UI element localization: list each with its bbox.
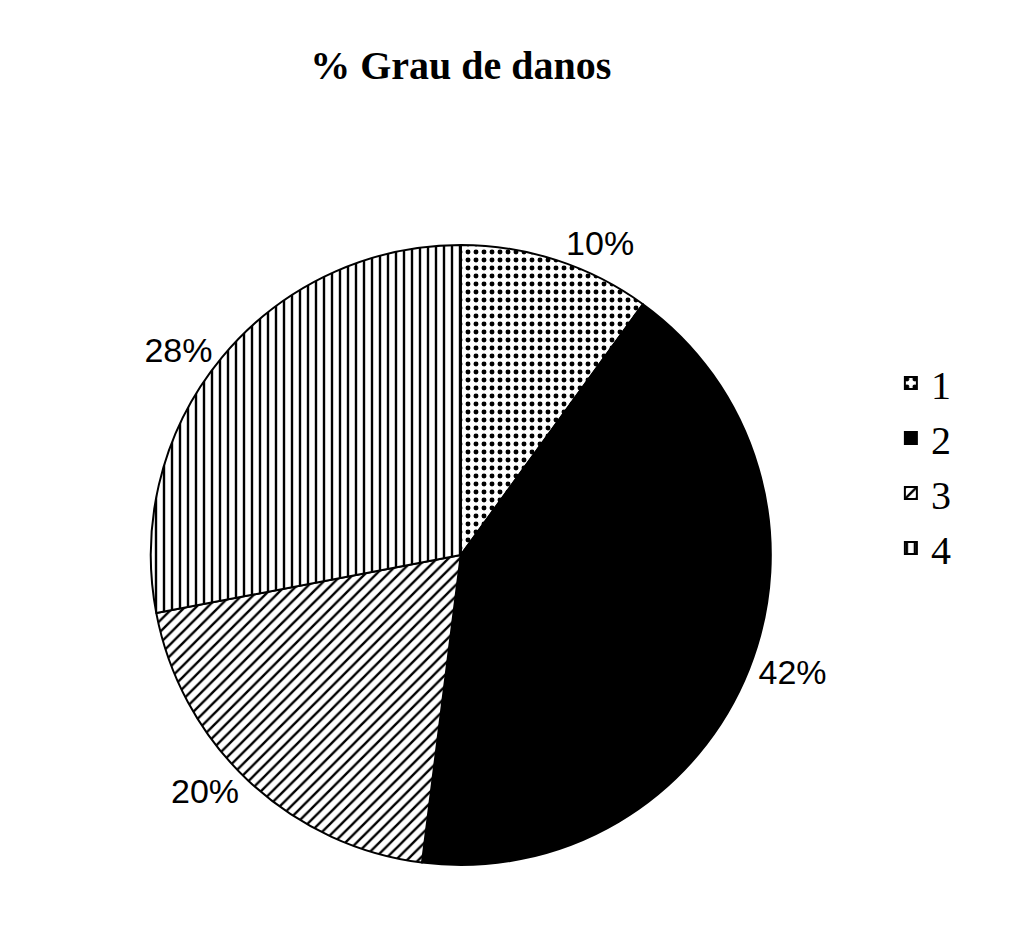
svg-text:10%: 10% bbox=[566, 224, 634, 262]
svg-text:4: 4 bbox=[931, 528, 951, 573]
svg-text:% Grau de danos: % Grau de danos bbox=[310, 43, 611, 88]
svg-text:1: 1 bbox=[931, 363, 951, 408]
svg-text:2: 2 bbox=[931, 418, 951, 463]
svg-text:28%: 28% bbox=[144, 331, 212, 369]
svg-text:20%: 20% bbox=[171, 772, 239, 810]
svg-text:42%: 42% bbox=[759, 653, 827, 691]
svg-text:3: 3 bbox=[931, 473, 951, 518]
